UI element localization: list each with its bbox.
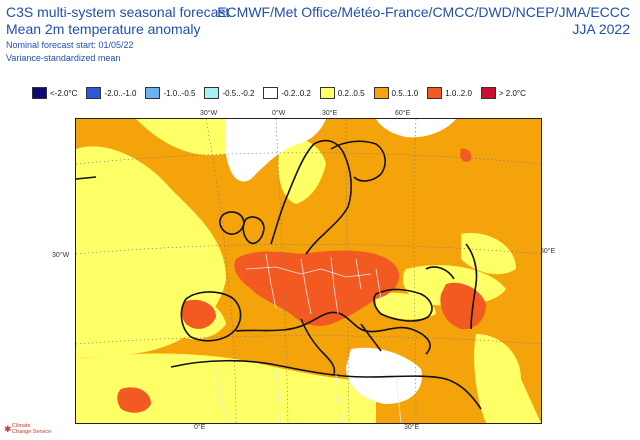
lon-tick-label-bottom: 0°E bbox=[194, 424, 206, 431]
legend-swatch bbox=[145, 87, 161, 99]
contributing-centres: ECMWF/Met Office/Météo-France/CMCC/DWD/N… bbox=[217, 4, 630, 20]
legend-label: -2.0..-1.0 bbox=[104, 88, 137, 98]
white-zone-norwegian-sea bbox=[225, 119, 326, 182]
legend-item: -1.0..-0.5 bbox=[145, 87, 195, 99]
legend-item: -0.5..-0.2 bbox=[204, 87, 254, 99]
legend-swatch bbox=[319, 87, 335, 99]
legend-label: 1.0..2.0 bbox=[445, 88, 472, 98]
map-svg bbox=[76, 119, 541, 423]
legend-swatch bbox=[32, 87, 47, 99]
legend-label: 0.2..0.5 bbox=[337, 88, 365, 98]
lon-tick-label: 0°W bbox=[272, 110, 286, 117]
copernicus-logo-icon: ✱ bbox=[4, 424, 12, 434]
legend-item: > 2.0°C bbox=[480, 87, 526, 99]
yellow-zone-sahara bbox=[76, 353, 376, 423]
legend-item: -0.2..0.2 bbox=[263, 87, 311, 99]
legend-item: 0.2..0.5 bbox=[319, 87, 365, 99]
red-zone-north-africa-west bbox=[117, 387, 151, 413]
yellow-zone-black-sea bbox=[376, 292, 436, 320]
legend-swatch bbox=[427, 87, 443, 99]
lon-tick-label-bottom: 30°E bbox=[404, 424, 420, 431]
lon-tick-label: 60°E bbox=[395, 110, 411, 117]
temperature-anomaly-map bbox=[75, 118, 542, 424]
legend-label: -0.2..0.2 bbox=[281, 88, 311, 98]
lon-tick-label: 30°W bbox=[200, 110, 218, 117]
legend-item: 0.5..1.0 bbox=[373, 87, 419, 99]
lon-tick-label: 30°E bbox=[322, 110, 338, 117]
color-legend: <-2.0°C -2.0..-1.0 -1.0..-0.5 -0.5..-0.2… bbox=[32, 87, 535, 99]
logo-text: Climate Change Service bbox=[12, 423, 51, 435]
legend-swatch bbox=[86, 87, 102, 99]
graticule bbox=[76, 119, 541, 423]
legend-item: -2.0..-1.0 bbox=[86, 87, 136, 99]
legend-label: > 2.0°C bbox=[498, 88, 526, 98]
country-borders bbox=[215, 253, 402, 423]
white-zone-libya bbox=[346, 347, 422, 404]
legend-label: -0.5..-0.2 bbox=[222, 88, 255, 98]
lat-tick-label-right: 60°E bbox=[540, 248, 556, 255]
coastlines bbox=[76, 139, 482, 410]
legend-swatch bbox=[204, 87, 220, 99]
legend-swatch bbox=[480, 87, 496, 99]
legend-swatch bbox=[263, 87, 279, 99]
legend-label: 0.5..1.0 bbox=[391, 88, 419, 98]
copernicus-logo: ✱ Climate Change Service bbox=[4, 418, 64, 440]
forecast-start-note: Nominal forecast start: 01/05/22 bbox=[6, 40, 134, 50]
legend-label: -1.0..-0.5 bbox=[163, 88, 196, 98]
red-zone-iberia bbox=[181, 299, 216, 329]
legend-item: 1.0..2.0 bbox=[427, 87, 472, 99]
season-label: JJA 2022 bbox=[572, 21, 630, 37]
white-zone-north bbox=[376, 119, 456, 138]
yellow-zone-east-africa bbox=[474, 334, 541, 423]
title: C3S multi-system seasonal forecast bbox=[6, 4, 230, 20]
logo-line-2: Change Service bbox=[12, 429, 52, 435]
legend-swatch bbox=[373, 87, 389, 99]
method-note: Variance-standardized mean bbox=[6, 53, 121, 63]
lat-tick-label-left: 30°W bbox=[52, 252, 70, 259]
subtitle: Mean 2m temperature anomaly bbox=[6, 21, 201, 37]
legend-item: <-2.0°C bbox=[32, 87, 77, 99]
legend-label: <-2.0°C bbox=[50, 88, 78, 98]
red-zone-scandinavia-dot bbox=[460, 148, 472, 162]
logo-line-1: Climate bbox=[12, 423, 31, 429]
